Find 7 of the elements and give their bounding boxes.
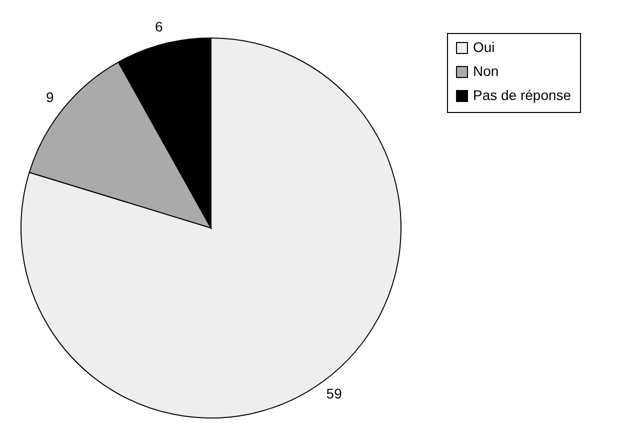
legend-label: Oui <box>473 39 495 55</box>
data-label: 6 <box>154 18 163 35</box>
legend-label: Pas de réponse <box>473 87 572 103</box>
legend-label: Non <box>473 63 499 79</box>
data-label: 9 <box>46 88 54 105</box>
data-label: 59 <box>326 385 342 402</box>
pie-slice <box>20 38 402 418</box>
